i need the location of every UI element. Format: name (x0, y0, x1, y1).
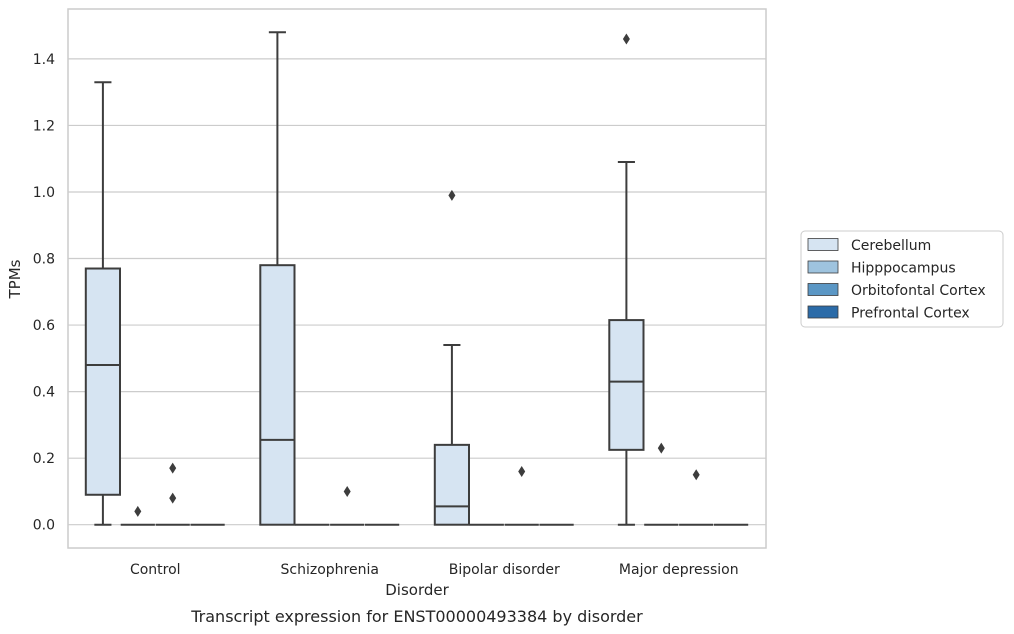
box-1-3 (644, 442, 679, 526)
box-0-1 (259, 31, 296, 526)
outlier-point (657, 442, 665, 454)
y-tick-label: 0.8 (33, 252, 55, 268)
outlier-point (448, 189, 456, 201)
outlier-point (169, 492, 177, 504)
box-1-0 (120, 505, 155, 526)
outlier-point (692, 469, 700, 481)
x-tick-label: Control (130, 562, 181, 578)
legend-swatch (807, 260, 839, 274)
x-tick-label: Schizophrenia (281, 562, 379, 578)
legend-swatch (807, 238, 839, 251)
x-tick-label: Major depression (619, 562, 739, 578)
box-2-3 (679, 469, 714, 526)
legend: Cerebellum Hipppocampus Orbitofontal Corte… (800, 230, 1004, 328)
legend-frame (800, 230, 1004, 328)
y-tick-label: 1.2 (33, 118, 55, 134)
y-tick-label: 0.2 (33, 451, 55, 467)
boxes (84, 31, 749, 526)
box-0-0 (84, 81, 122, 526)
y-tick-label: 0.4 (33, 385, 55, 401)
y-tick-labels: 0.0 0.2 0.4 0.6 0.8 1.0 1.2 1.4 (33, 52, 55, 534)
box-0-3 (608, 33, 645, 526)
outlier-point (518, 465, 526, 477)
box-2-0 (155, 462, 190, 526)
legend-label: Cerebellum (851, 238, 931, 254)
outlier-point (343, 485, 351, 497)
box-body (608, 319, 645, 451)
y-tick-label: 0.0 (33, 518, 55, 534)
x-tick-labels: Control Schizophrenia Bipolar disorder Majo… (130, 562, 739, 578)
legend-swatch (807, 283, 839, 296)
y-tick-label: 0.6 (33, 318, 55, 334)
box-2-2 (504, 465, 539, 526)
legend-swatch (807, 305, 839, 319)
box-body (259, 264, 296, 526)
outlier-point (134, 505, 142, 517)
gridlines (68, 58, 766, 526)
y-axis-label: TPMs (6, 259, 24, 299)
box-2-1 (330, 485, 365, 526)
box-body (433, 443, 471, 526)
y-tick-label: 1.0 (33, 185, 55, 201)
x-tick-label: Bipolar disorder (449, 562, 560, 578)
outlier-point (622, 33, 630, 45)
box-body (84, 267, 122, 496)
y-tick-label: 1.4 (33, 52, 55, 68)
legend-label: Prefrontal Cortex (851, 306, 970, 322)
box-0-2 (433, 189, 471, 526)
figure-caption: Transcript expression for ENST0000049338… (190, 607, 643, 626)
legend-items: Cerebellum Hipppocampus Orbitofontal Corte… (807, 238, 986, 322)
legend-label: Orbitofontal Cortex (851, 283, 986, 299)
plot-area (67, 8, 767, 549)
outlier-point (169, 462, 177, 474)
plot-frame (67, 8, 767, 549)
legend-label: Hipppocampus (851, 261, 956, 277)
x-axis-label: Disorder (385, 581, 449, 599)
